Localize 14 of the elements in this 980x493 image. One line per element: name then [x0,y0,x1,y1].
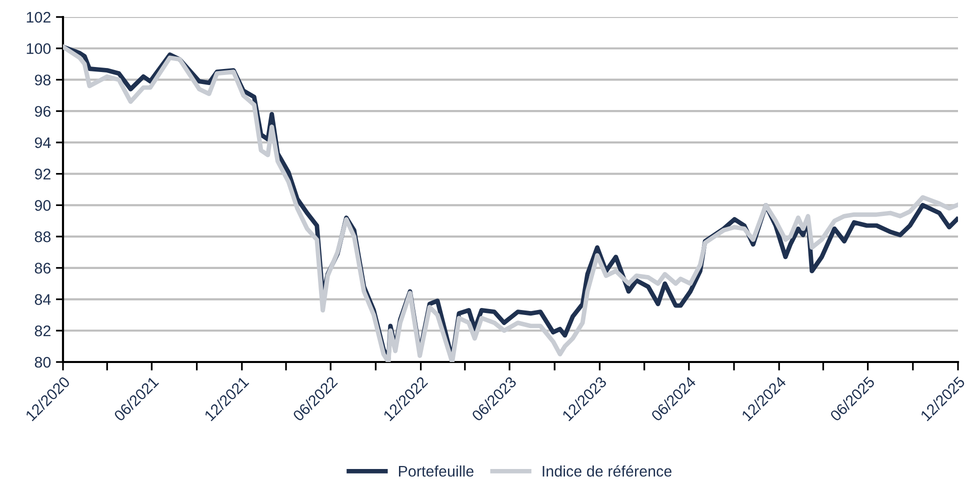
legend-label: Indice de référence [542,465,672,477]
y-tick-label: 96 [34,106,51,117]
y-tick-label: 92 [34,168,50,180]
y-tick-label: 90 [34,200,51,211]
y-tick-label: 88 [34,231,51,242]
y-tick-label: 82 [34,326,50,336]
y-tick-label: 86 [34,262,51,274]
y-tick-label: 80 [34,356,51,368]
y-tick-label: 98 [34,74,51,86]
legend-label: Portefeuille [398,465,474,477]
y-tick-label: 84 [34,294,51,305]
y-tick-label: 100 [26,43,51,54]
y-tick-label: 102 [26,12,50,23]
y-tick-label: 94 [34,137,51,148]
